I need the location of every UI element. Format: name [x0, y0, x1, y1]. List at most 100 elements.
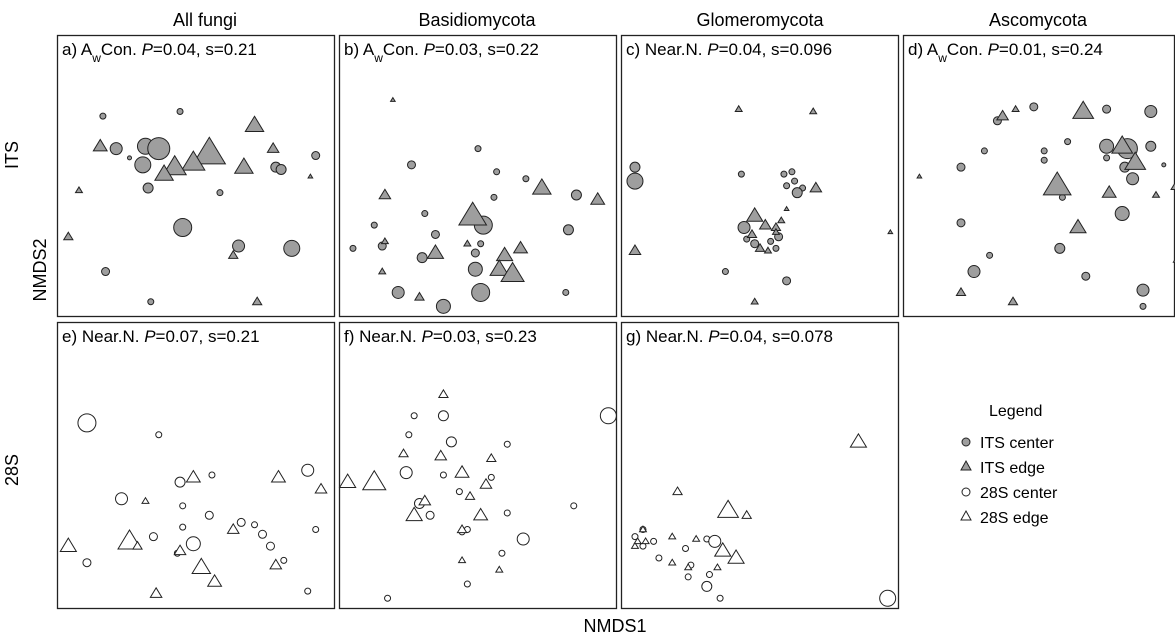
point-its-edge — [192, 136, 227, 165]
point-its-edge — [763, 246, 773, 254]
point-28s-center — [684, 573, 692, 581]
point-28s-center — [208, 471, 216, 479]
point-its-edge — [734, 104, 744, 112]
point-28s-edge — [479, 477, 493, 489]
point-28s-edge — [667, 558, 677, 566]
point-its-edge — [783, 205, 790, 211]
point-28s-edge — [494, 565, 504, 573]
point-its-center — [275, 163, 287, 175]
point-its-center — [109, 142, 123, 156]
point-its-center — [1099, 138, 1115, 154]
point-its-center — [772, 244, 780, 252]
point-28s-center — [655, 554, 663, 562]
point-its-center — [1040, 147, 1048, 155]
point-28s-center — [251, 521, 259, 529]
point-its-center — [750, 239, 760, 249]
point-28s-edge — [464, 490, 476, 500]
point-28s-edge — [269, 558, 283, 570]
point-its-center — [1040, 156, 1048, 164]
point-28s-edge — [472, 507, 489, 521]
point-its-center — [349, 244, 357, 252]
panel-b: b) AwCon. P=0.03, s=0.22 — [338, 34, 618, 318]
point-its-edge — [955, 286, 967, 296]
point-its-center — [737, 220, 751, 234]
legend-item-its-edge: ITS edge — [960, 459, 1045, 477]
point-its-center — [1054, 242, 1066, 254]
point-28s-edge — [434, 449, 448, 461]
point-28s-edge — [713, 563, 722, 571]
point-28s-edge — [454, 464, 470, 478]
point-28s-edge — [226, 522, 240, 534]
column-title-glomeromycota: Glomeromycota — [696, 10, 824, 30]
point-its-center — [311, 151, 321, 161]
legend-label-28s-edge: 28S edge — [980, 510, 1049, 527]
point-its-center — [474, 145, 482, 153]
point-its-edge — [153, 164, 175, 181]
panel-frame — [620, 321, 900, 610]
point-its-center — [956, 162, 966, 172]
point-28s-edge — [691, 534, 701, 542]
point-its-center — [147, 298, 155, 306]
point-its-edge — [92, 138, 109, 152]
point-its-center — [1102, 104, 1112, 114]
point-28s-edge — [117, 529, 142, 550]
point-28s-center — [258, 529, 267, 539]
point-its-center — [782, 276, 792, 286]
point-its-edge — [916, 173, 923, 179]
point-28s-edge — [630, 541, 640, 549]
panel-frame — [56, 34, 336, 318]
point-its-edge — [62, 231, 74, 241]
point-its-center — [1114, 206, 1130, 222]
panels: a) AwCon. P=0.04, s=0.21 b) AwCon. P=0.03… — [56, 34, 1175, 610]
point-its-center — [1064, 138, 1072, 146]
column-title-ascomycota: Ascomycota — [989, 10, 1088, 30]
point-its-edge — [1110, 135, 1134, 154]
point-its-center — [788, 168, 796, 176]
point-its-center — [283, 239, 301, 257]
point-its-edge — [1011, 104, 1020, 112]
legend-marker-28s-center — [961, 487, 971, 497]
point-28s-edge — [314, 482, 328, 494]
point-28s-center — [503, 509, 511, 517]
point-28s-edge — [641, 536, 650, 545]
point-its-edge — [251, 296, 263, 306]
column-title-basidiomycota: Basidiomycota — [418, 10, 536, 30]
point-its-edge — [227, 249, 239, 259]
point-28s-edge — [683, 563, 693, 571]
point-its-edge — [1101, 184, 1117, 198]
point-28s-center — [280, 556, 288, 564]
point-its-edge — [887, 228, 894, 235]
point-28s-center — [77, 413, 97, 433]
point-28s-center — [179, 502, 187, 510]
point-28s-center — [148, 532, 158, 542]
point-its-center — [780, 170, 788, 178]
point-its-edge — [1042, 171, 1072, 196]
point-28s-edge — [270, 469, 287, 483]
panel-a: a) AwCon. P=0.04, s=0.21 — [56, 34, 336, 318]
point-28s-edge — [667, 532, 677, 540]
point-its-center — [176, 107, 184, 115]
point-28s-center — [82, 558, 92, 568]
point-its-edge — [1007, 296, 1019, 306]
x-axis-label: NMDS1 — [583, 616, 646, 636]
point-its-edge — [244, 115, 265, 132]
point-28s-center — [312, 526, 320, 534]
point-its-edge — [1170, 182, 1175, 191]
point-28s-edge — [338, 473, 357, 488]
point-28s-center — [439, 471, 447, 479]
point-its-center — [562, 224, 574, 236]
point-its-edge — [266, 141, 280, 153]
panel-e: e) Near.N. P=0.07, s=0.21 — [56, 321, 336, 610]
point-its-center — [791, 177, 799, 185]
legend-marker-28s-edge — [960, 509, 972, 521]
panel-label: f) Near.N. P=0.03, s=0.23 — [344, 327, 537, 346]
row-label-its: ITS — [2, 141, 22, 169]
point-its-edge — [809, 181, 823, 193]
panel-g: g) Near.N. P=0.04, s=0.078 — [620, 321, 900, 610]
point-28s-center — [155, 431, 163, 439]
point-28s-edge — [206, 573, 223, 587]
point-its-center — [416, 252, 428, 264]
point-its-center — [522, 175, 530, 183]
point-its-edge — [776, 216, 786, 224]
point-its-edge — [233, 157, 254, 174]
